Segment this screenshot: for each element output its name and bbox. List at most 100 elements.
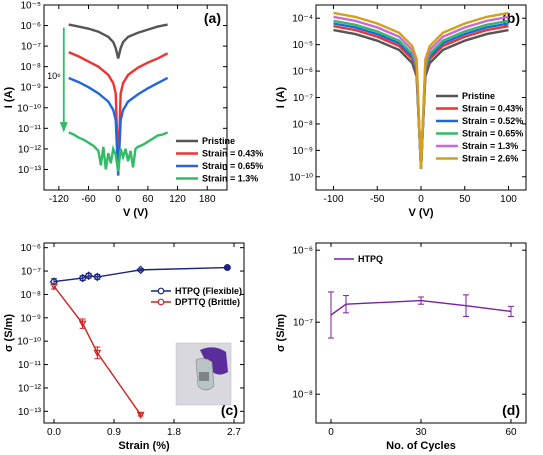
plot-frame <box>315 242 527 424</box>
data-point <box>78 273 88 283</box>
device-chip <box>199 372 209 381</box>
x-tick-label: -100 <box>323 194 343 205</box>
arrow-head <box>59 122 68 133</box>
legend: HTPQ (Flexible)DPTTQ (Brittle) <box>151 286 242 307</box>
y-tick-label: 10⁻¹⁰ <box>289 172 313 183</box>
data-point <box>78 320 87 328</box>
x-tick-label: 0 <box>418 194 424 205</box>
series-line <box>53 285 142 416</box>
legend-entry: Pristine <box>202 136 235 146</box>
y-tick-label: 10⁻⁷ <box>293 93 313 104</box>
y-tick-label: 10⁻¹¹ <box>18 360 42 371</box>
legend-entry: Strain = 0.43% <box>462 104 523 114</box>
annotation-text: 10⁶ <box>47 71 61 81</box>
series-c-1 <box>50 282 145 419</box>
series-a-2 <box>68 76 169 176</box>
legend: HTPQ <box>334 254 383 264</box>
y-tick-label: 10⁻⁶ <box>20 243 41 254</box>
y-tick-label: 10⁻⁹ <box>20 83 41 94</box>
x-tick-label: 0.9 <box>107 427 121 438</box>
x-tick-label: 2.7 <box>227 427 241 438</box>
y-tick-label: 10⁻⁴ <box>292 14 313 25</box>
legend-entry: HTPQ <box>358 254 383 264</box>
panel-label: (c) <box>221 402 238 418</box>
legend: Pristine Strain = 0.43% Strain = 0.52% Stra… <box>436 91 523 164</box>
x-tick-label: 30 <box>415 427 427 438</box>
y-tick-label: 10⁻⁸ <box>292 390 313 401</box>
series-c-0 <box>49 264 231 286</box>
y-tick-label: 10⁻⁸ <box>292 119 313 130</box>
panel-a: -120 -60 0 60 120 180 10⁻¹³ 10⁻¹² 10⁻¹¹ 10⁻¹⁰ 10⁻⁹… <box>3 1 263 220</box>
y-tick-label: 10⁻⁸ <box>20 290 41 301</box>
y-tick-label: 10⁻¹⁰ <box>17 103 41 114</box>
panel-c: 0.0 0.9 1.8 2.7 10⁻¹³ 10⁻¹² 10⁻¹¹ 10⁻¹⁰ 10⁻⁹ 10⁻⁸… <box>3 242 245 452</box>
x-tick-label: 100 <box>500 194 517 205</box>
series-line <box>68 23 168 59</box>
series-b-5 <box>333 11 509 169</box>
legend-marker <box>157 298 165 306</box>
x-axis-label: V (V) <box>123 207 148 219</box>
x-axis-label: Strain (%) <box>118 440 170 452</box>
y-tick-label: 10⁻¹² <box>18 383 42 394</box>
y-tick-label: 10⁻⁹ <box>292 146 313 157</box>
series-a-3 <box>68 131 169 172</box>
y-tick-label: 10⁻⁷ <box>21 267 41 278</box>
legend-marker <box>157 287 165 295</box>
panel-label: (a) <box>204 10 221 26</box>
data-point <box>93 349 102 358</box>
y-tick-label: 10⁻⁵ <box>20 1 41 12</box>
magnitude-arrow: 10⁶ <box>47 27 68 133</box>
legend-entry: HTPQ (Flexible) <box>175 286 242 296</box>
x-tick-label: -50 <box>370 194 385 205</box>
legend-entry: DPTTQ (Brittle) <box>175 297 240 307</box>
legend: Pristine Strain = 0.43% Strain = 0.65% Stra… <box>176 136 263 184</box>
y-tick-label: 10⁻⁶ <box>292 246 313 257</box>
y-tick-label: 10⁻⁹ <box>20 313 41 324</box>
x-tick-label: 120 <box>169 194 186 205</box>
data-point <box>223 264 231 272</box>
plot-frame <box>43 242 245 424</box>
series-a-0 <box>68 23 168 59</box>
legend-entry: Pristine <box>462 91 495 101</box>
legend-entry: Strain = 1.3% <box>202 174 258 184</box>
x-tick-label: 60 <box>505 427 517 438</box>
legend-entry: Strain = 0.43% <box>202 149 263 159</box>
legend-entry: Strain = 2.6% <box>462 154 518 164</box>
y-tick-label: 10⁻¹³ <box>18 407 42 418</box>
y-tick-label: 10⁻¹¹ <box>18 124 42 135</box>
legend-entry: Strain = 1.3% <box>462 141 518 151</box>
y-tick-label: 10⁻⁷ <box>21 42 41 53</box>
y-axis-label: σ (S/m) <box>3 314 15 352</box>
y-tick-label: 10⁻¹³ <box>18 165 42 176</box>
y-tick-label: 10⁻⁸ <box>20 62 41 73</box>
glove-shape <box>200 347 228 375</box>
series-line <box>68 131 169 172</box>
data-point <box>50 283 58 291</box>
y-axis-label: σ (S/m) <box>275 314 287 352</box>
data-point <box>84 271 94 281</box>
x-tick-label: 0 <box>115 194 121 205</box>
data-point <box>92 272 102 282</box>
y-tick-label: 10⁻⁵ <box>292 40 313 51</box>
x-tick-label: 0 <box>328 427 334 438</box>
panel-d: 0 30 60 10⁻⁸ 10⁻⁷ 10⁻⁶ No. of Cycles σ (S/m) (d)… <box>275 242 527 452</box>
x-tick-label: 0.0 <box>47 427 61 438</box>
panel-label: (d) <box>502 402 520 418</box>
legend-entry: Strain = 0.52% <box>462 116 523 126</box>
y-axis-label: I (A) <box>3 86 15 108</box>
x-tick-label: 1.8 <box>167 427 181 438</box>
series-d-0 <box>328 291 514 339</box>
x-axis-label: No. of Cycles <box>386 440 456 452</box>
series-line <box>68 76 169 176</box>
y-tick-label: 10⁻⁷ <box>293 318 313 329</box>
y-tick-label: 10⁻⁶ <box>292 67 313 78</box>
x-tick-label: -60 <box>81 194 96 205</box>
data-point <box>136 265 146 275</box>
x-tick-label: 60 <box>142 194 154 205</box>
x-tick-label: -120 <box>49 194 69 205</box>
y-axis-label: I (A) <box>275 86 287 108</box>
legend-entry: Strain = 0.65% <box>462 129 523 139</box>
y-tick-label: 10⁻¹² <box>18 144 42 155</box>
series-line <box>53 266 228 283</box>
